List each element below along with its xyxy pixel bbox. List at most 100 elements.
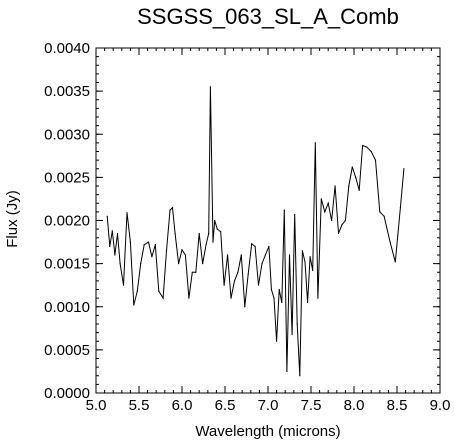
data-point: [403, 168, 405, 170]
data-point: [154, 244, 156, 246]
data-point: [174, 232, 176, 235]
data-point: [317, 297, 319, 299]
x-tick-label: 6.5: [215, 397, 236, 414]
data-point: [106, 215, 108, 217]
data-point: [312, 269, 314, 272]
data-point: [122, 284, 125, 286]
data-point: [341, 224, 343, 226]
data-point: [320, 198, 322, 200]
data-point: [374, 159, 377, 161]
x-tick-label: 9.0: [430, 397, 451, 414]
data-point: [288, 254, 291, 256]
data-point: [276, 340, 278, 342]
x-tick-label: 6.0: [172, 397, 193, 414]
data-point: [205, 244, 207, 246]
data-point: [324, 211, 326, 213]
data-point: [147, 241, 150, 243]
data-point: [140, 263, 142, 265]
data-point: [268, 245, 270, 247]
data-point: [309, 256, 311, 258]
data-point: [247, 273, 249, 275]
y-tick-label: 0.0025: [44, 169, 90, 186]
data-point: [294, 213, 296, 216]
data-point: [237, 271, 239, 273]
data-point: [208, 232, 210, 235]
data-point: [212, 241, 214, 243]
data-point: [358, 189, 360, 191]
data-point: [251, 243, 253, 245]
chart-title: SSGSS_063_SL_A_Comb: [137, 4, 399, 29]
data-point: [394, 261, 396, 263]
data-point: [291, 333, 293, 335]
data-point: [143, 244, 145, 246]
data-point: [355, 176, 357, 178]
data-point: [270, 288, 273, 291]
y-axis-label: Flux (Jy): [4, 190, 21, 248]
data-point: [111, 230, 113, 232]
data-point: [126, 212, 128, 214]
data-point: [216, 228, 218, 230]
data-point: [299, 375, 301, 377]
x-tick-label: 5.5: [129, 397, 150, 414]
data-point: [301, 250, 303, 252]
data-point: [257, 284, 260, 286]
data-point: [184, 254, 187, 256]
data-point: [389, 241, 391, 243]
data-point: [362, 144, 364, 147]
data-point: [119, 263, 121, 265]
y-tick-label: 0.0005: [44, 342, 90, 359]
y-tick-label: 0.0040: [44, 40, 90, 57]
data-point: [226, 254, 229, 256]
data-point: [337, 232, 340, 235]
data-point: [191, 271, 193, 273]
data-point: [283, 209, 285, 211]
data-point: [136, 290, 138, 292]
data-point: [198, 232, 200, 235]
data-point: [195, 271, 197, 273]
y-tick-label: 0.0000: [44, 385, 90, 402]
data-point: [314, 142, 316, 144]
series-line: [106, 86, 405, 376]
data-point: [327, 202, 329, 204]
data-point: [366, 146, 368, 148]
data-point: [171, 206, 174, 209]
data-point: [223, 284, 225, 286]
data-point: [230, 297, 232, 299]
data-point: [114, 254, 116, 256]
data-point: [304, 261, 306, 263]
x-axis-label: Wavelength (microns): [195, 423, 340, 440]
data-point: [233, 280, 236, 282]
x-tick-label: 7.5: [301, 397, 322, 414]
data-point: [169, 209, 171, 211]
data-point: [296, 323, 298, 325]
data-point: [188, 297, 190, 299]
x-tick-label: 8.0: [344, 397, 365, 414]
data-point: [162, 297, 164, 299]
data-point: [177, 263, 180, 265]
plot-frame: [95, 47, 441, 394]
y-tick-label: 0.0010: [44, 299, 90, 316]
data-point: [220, 231, 222, 233]
data-point: [109, 245, 111, 247]
data-point: [214, 219, 216, 222]
data-point: [129, 241, 131, 243]
data-point: [331, 219, 333, 222]
x-tick-label: 7.0: [258, 397, 279, 414]
data-point: [379, 211, 381, 213]
data-point: [286, 370, 288, 373]
data-point: [278, 288, 280, 291]
data-point: [344, 219, 346, 222]
y-tick-label: 0.0020: [44, 213, 90, 230]
data-point: [244, 306, 246, 308]
data-point: [116, 232, 119, 235]
data-point: [399, 206, 402, 209]
data-point: [383, 215, 385, 217]
data-point: [281, 301, 283, 304]
data-point: [202, 263, 204, 265]
data-point: [334, 185, 336, 187]
data-point: [348, 185, 350, 187]
x-tick-label: 5.0: [86, 397, 107, 414]
y-tick-label: 0.0030: [44, 126, 90, 143]
data-point: [370, 150, 372, 153]
